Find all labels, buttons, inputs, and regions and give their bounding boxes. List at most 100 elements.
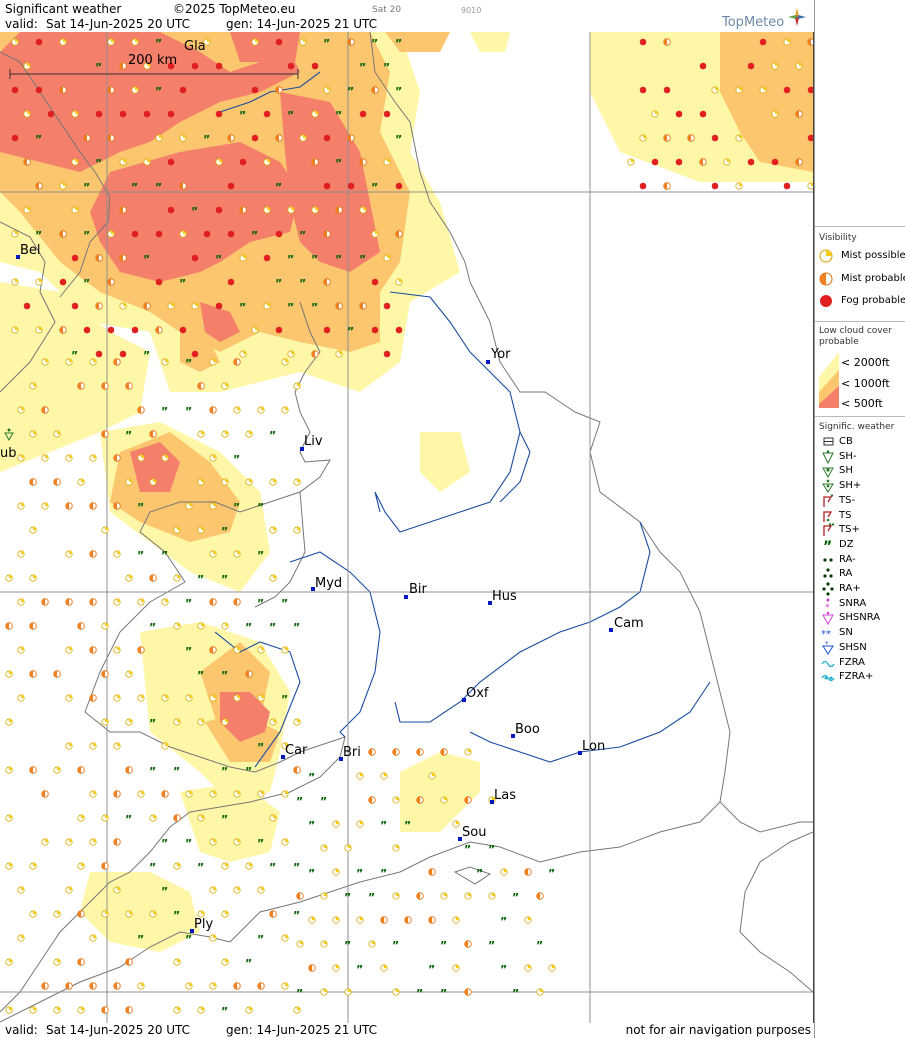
mist-probable-symbol — [275, 134, 283, 142]
weather-map[interactable]: ” ” ” ” ” ” ” ” ” ” ” ” ” ” ” ” ” ” ” ” ” ” ” ” ” ” ” ” ” ” ” ” ” ” ” ” ” ” ” ”… — [0, 32, 814, 1023]
mist-possible-symbol — [41, 358, 49, 366]
mist-possible-symbol — [209, 550, 217, 558]
copyright: ©2025 TopMeteo.eu — [173, 2, 296, 16]
mist-probable-symbol — [335, 302, 343, 310]
mist-possible-symbol — [113, 550, 121, 558]
mist-possible-symbol — [320, 892, 328, 900]
drizzle-symbol: ” — [83, 277, 90, 290]
fog-symbol — [191, 254, 199, 262]
mist-probable-symbol — [125, 766, 133, 774]
mist-possible-symbol — [233, 790, 241, 798]
mist-probable-symbol — [89, 694, 97, 702]
mist-possible-symbol — [239, 254, 247, 262]
mist-probable-symbol — [77, 910, 85, 918]
legend-wx-label: SH- — [839, 450, 857, 462]
fog-symbol — [167, 158, 175, 166]
fog-symbol — [759, 38, 767, 46]
mist-possible-symbol — [281, 646, 289, 654]
mist-possible-symbol — [359, 206, 367, 214]
fog-symbol — [167, 110, 175, 118]
mist-probable-symbol — [149, 430, 157, 438]
city-bir[interactable]: Bir — [404, 582, 428, 599]
mist-possible-symbol — [209, 694, 217, 702]
drizzle-symbol: ” — [380, 867, 387, 880]
mist-probable-symbol — [663, 134, 671, 142]
city-ub[interactable]: ub — [0, 446, 17, 461]
mist-possible-symbol — [209, 790, 217, 798]
mist-possible-symbol — [263, 302, 271, 310]
drizzle-symbol: ” — [125, 429, 132, 442]
lowcloud-2000-area — [80, 872, 200, 952]
mist-possible-symbol — [161, 694, 169, 702]
mist-possible-symbol — [53, 430, 61, 438]
drizzle-symbol: ” — [239, 301, 246, 314]
drizzle-symbol: ” — [149, 765, 156, 778]
fog-symbol — [167, 62, 175, 70]
drizzle-symbol: ” — [161, 837, 168, 850]
mist-possible-symbol — [332, 868, 340, 876]
mist-probable-symbol — [89, 598, 97, 606]
mist-possible-symbol — [356, 820, 364, 828]
city-las[interactable]: Las — [490, 788, 516, 804]
city-boo[interactable]: Boo — [511, 722, 540, 738]
legend-wx-label: TS — [839, 509, 852, 521]
legend-wx-label: SHSNRA — [839, 612, 881, 624]
fog-symbol — [131, 326, 139, 334]
mist-possible-symbol — [464, 748, 472, 756]
mist-possible-symbol — [257, 790, 265, 798]
drizzle-symbol: ” — [257, 549, 264, 562]
city-myd[interactable]: Myd — [311, 576, 342, 591]
drizzle-symbol: ” — [311, 301, 318, 314]
city-markers[interactable]: Gla Bel Yor Liv ub Myd Bir Hus Cam Oxf Boo Lon Car Br… — [0, 39, 644, 933]
mist-possible-symbol — [221, 910, 229, 918]
drizzle-symbol: ” — [149, 861, 156, 874]
coast-isle-of-wight — [453, 866, 492, 885]
drizzle-symbol: ” — [257, 501, 264, 514]
drizzle-symbol: ” — [239, 109, 246, 122]
topmeteo-logo: TopMeteo — [722, 8, 806, 30]
mist-possible-symbol — [185, 790, 193, 798]
mist-probable-symbol — [233, 982, 241, 990]
fog-symbol — [155, 230, 163, 238]
mist-possible-symbol — [41, 454, 49, 462]
mist-probable-symbol — [368, 748, 376, 756]
fog-symbol — [179, 326, 187, 334]
fog-symbol — [275, 230, 283, 238]
chart-title: Significant weather — [5, 2, 122, 16]
legend-wx-label: SH — [839, 465, 853, 477]
city-yor[interactable]: Yor — [486, 347, 511, 364]
valid-time: Sat 14-Jun-2025 20 UTC — [46, 17, 191, 31]
mist-possible-symbol — [179, 230, 187, 238]
city-gla[interactable]: Gla — [184, 39, 206, 54]
mist-possible-symbol — [392, 988, 400, 996]
snow-icon: ** — [821, 629, 831, 640]
mist-probable-symbol — [293, 766, 301, 774]
mist-probable-symbol — [209, 598, 217, 606]
mist-possible-symbol — [161, 454, 169, 462]
city-sou[interactable]: Sou — [458, 825, 486, 841]
drizzle-symbol: ” — [428, 963, 435, 976]
city-liv[interactable]: Liv — [300, 434, 323, 451]
drizzle-symbol: ” — [215, 253, 222, 266]
city-bel[interactable]: Bel — [16, 243, 41, 259]
scale-bar: 200 km — [9, 53, 299, 79]
city-ply[interactable]: Ply — [190, 917, 213, 933]
mist-possible-symbol — [221, 862, 229, 870]
fog-symbol — [119, 110, 127, 118]
mist-possible-symbol — [5, 814, 13, 822]
mist-probable-symbol — [59, 86, 67, 94]
mist-probable-symbol — [101, 862, 109, 870]
mist-possible-symbol — [287, 350, 295, 358]
city-lon[interactable]: Lon — [578, 739, 605, 755]
city-car[interactable]: Car — [281, 743, 308, 759]
city-cam[interactable]: Cam — [609, 616, 644, 632]
drizzle-symbol: ” — [269, 429, 276, 442]
mist-possible-symbol — [5, 574, 13, 582]
fog-symbol — [675, 110, 683, 118]
city-hus[interactable]: Hus — [488, 589, 517, 605]
mist-possible-symbol — [209, 838, 217, 846]
city-oxf[interactable]: Oxf — [462, 686, 489, 702]
city-bri[interactable]: Bri — [339, 745, 361, 761]
mist-possible-symbol — [5, 1006, 13, 1014]
mist-possible-symbol — [65, 838, 73, 846]
